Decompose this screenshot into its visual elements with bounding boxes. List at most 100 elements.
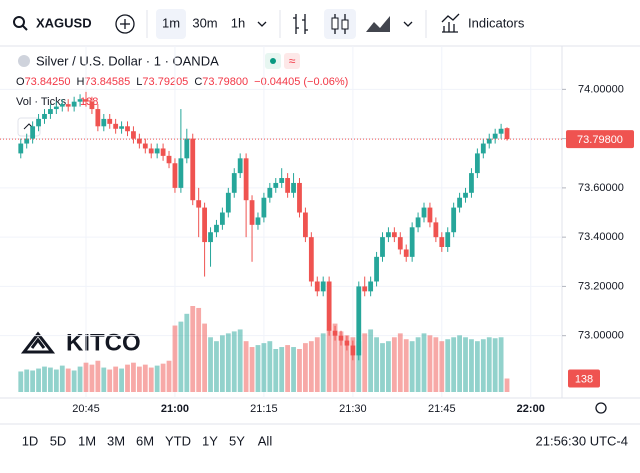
interval-selected[interactable] — [156, 9, 186, 39]
volume-bar — [101, 367, 107, 392]
volume-bar — [308, 341, 314, 392]
range-button[interactable]: 5D — [50, 433, 67, 448]
interval-dropdown[interactable] — [257, 21, 267, 27]
candle-body — [219, 212, 225, 225]
volume-bar — [344, 335, 350, 392]
volume-bar — [498, 337, 504, 392]
indicators-button[interactable]: Indicators — [468, 15, 525, 30]
candle-body — [409, 227, 415, 257]
candle-body — [403, 249, 409, 257]
volume-tag-label: 138 — [575, 373, 593, 385]
candle-body — [362, 286, 368, 292]
x-tick-label: 21:30 — [339, 403, 367, 415]
volume-bar — [273, 349, 279, 392]
volume-bar — [113, 366, 119, 392]
candle-body — [125, 126, 130, 132]
candle-body — [154, 148, 160, 154]
y-tick-label: 73.00000 — [578, 330, 624, 342]
volume-bar — [374, 337, 379, 392]
settings-icon[interactable] — [595, 402, 607, 414]
range-button[interactable]: All — [258, 433, 273, 448]
volume-bar — [160, 363, 166, 392]
bars-icon[interactable] — [293, 14, 308, 34]
volume-tag — [568, 369, 600, 388]
volume-bar — [18, 371, 24, 392]
volume-bar — [338, 331, 344, 392]
range-button[interactable]: 1M — [78, 433, 96, 448]
volume-bar — [208, 337, 213, 392]
candle-body — [196, 200, 202, 208]
search-icon[interactable] — [13, 16, 25, 28]
volume-bar — [409, 341, 415, 392]
candle-body — [356, 286, 362, 356]
volume-bar — [267, 341, 273, 392]
interval[interactable]: 1h — [231, 15, 245, 30]
range-button[interactable]: 5Y — [229, 433, 245, 448]
candles-icon — [341, 19, 349, 30]
candle-body — [285, 178, 291, 193]
candle-body — [208, 232, 213, 243]
clock: 21:56:30 UTC-4 — [536, 433, 629, 448]
kitco-watermark: KITCO — [20, 329, 141, 356]
ohlc-key: O — [16, 76, 25, 88]
candle-body — [160, 148, 166, 156]
symbol[interactable]: XAGUSD — [36, 15, 92, 30]
candle-body — [202, 207, 207, 243]
candle-body — [314, 281, 320, 292]
volume-bar — [214, 341, 219, 392]
range-button[interactable]: 3M — [107, 433, 125, 448]
candle-body — [249, 200, 255, 225]
interval[interactable]: 30m — [192, 15, 217, 30]
candle-body — [190, 138, 196, 201]
volume-bar — [136, 366, 142, 392]
x-tick-label: 20:45 — [72, 403, 100, 415]
volume-bar — [391, 337, 397, 392]
chart-type-dropdown[interactable] — [403, 21, 413, 27]
volume-bar — [89, 364, 95, 392]
volume-bar — [243, 341, 249, 392]
candle-body — [350, 345, 356, 356]
range-button[interactable]: YTD — [165, 433, 191, 448]
candle-body — [48, 109, 53, 114]
volume-bar — [48, 367, 53, 392]
delay-status[interactable] — [284, 53, 300, 69]
candle-body — [166, 155, 172, 164]
candle-body — [59, 104, 65, 107]
volume-bar — [231, 331, 237, 392]
candle-body — [237, 158, 243, 174]
volume-bar — [291, 347, 296, 392]
add-symbol[interactable] — [115, 14, 135, 34]
candle-body — [225, 192, 231, 213]
x-tick-label: 21:00 — [161, 403, 189, 415]
range-button[interactable]: 1D — [22, 433, 39, 448]
volume-bar — [261, 343, 267, 392]
volume-bar — [142, 364, 148, 392]
volume-bar — [326, 329, 332, 392]
candle-body — [231, 173, 237, 193]
volume-bar — [131, 362, 136, 392]
volume-bar — [474, 341, 480, 392]
candle-body — [65, 104, 71, 107]
candle-body — [30, 126, 36, 139]
range-button[interactable]: 6M — [136, 433, 154, 448]
candle-body — [77, 99, 83, 102]
volume-bar — [237, 329, 243, 392]
volume-bar — [469, 339, 474, 392]
indicators-icon[interactable] — [441, 13, 460, 33]
volume-bar — [178, 321, 184, 392]
candle-body — [172, 163, 178, 188]
volume-bar — [166, 360, 172, 392]
volume-bar — [285, 345, 291, 392]
volume-bar — [386, 341, 391, 392]
candles-selected[interactable] — [324, 9, 356, 39]
volume-bar — [190, 306, 196, 392]
candle-body — [451, 207, 457, 233]
candle-body — [374, 256, 379, 282]
area-icon[interactable] — [366, 16, 390, 32]
volume-bar — [24, 369, 30, 392]
interval[interactable]: 1m — [162, 15, 180, 30]
ohlc-value: 73.79205 — [142, 76, 188, 88]
candle-body — [36, 118, 41, 127]
range-button[interactable]: 1Y — [202, 433, 218, 448]
candle-body — [486, 138, 492, 144]
